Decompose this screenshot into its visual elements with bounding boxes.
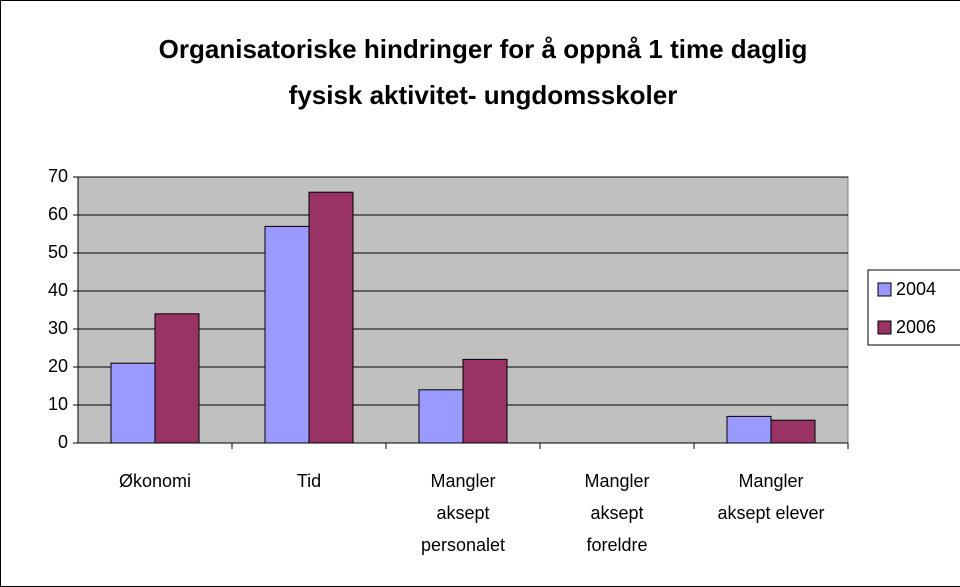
y-tick-label: 50	[48, 242, 68, 262]
y-tick-label: 20	[48, 356, 68, 376]
x-tick-label: Økonomi	[118, 471, 192, 491]
legend-swatch	[877, 282, 892, 297]
y-tick-label: 10	[48, 394, 68, 414]
bar	[264, 225, 310, 444]
chart-title: Organisatoriske hindringer for å oppnå 1…	[158, 34, 808, 110]
x-tick-label: Mangler aksept elever	[717, 471, 825, 523]
legend-swatch	[877, 320, 892, 335]
y-tick-label: 30	[48, 318, 68, 338]
y-tick-label: 60	[48, 204, 68, 224]
bar	[726, 415, 772, 444]
x-tick-label: Mangler aksept personalet	[420, 471, 506, 555]
bar	[110, 362, 156, 444]
y-tick-label: 70	[48, 166, 68, 186]
bar	[308, 191, 354, 444]
legend-label: 2006	[896, 317, 936, 337]
x-tick-label: Tid	[296, 471, 322, 491]
y-tick-label: 0	[58, 432, 68, 452]
x-tick-label: Mangler aksept foreldre	[584, 471, 650, 555]
y-tick-label: 40	[48, 280, 68, 300]
bar	[462, 358, 508, 444]
legend-label: 2004	[896, 279, 936, 299]
bar	[770, 419, 816, 444]
bar	[154, 313, 200, 444]
bar	[418, 389, 464, 444]
